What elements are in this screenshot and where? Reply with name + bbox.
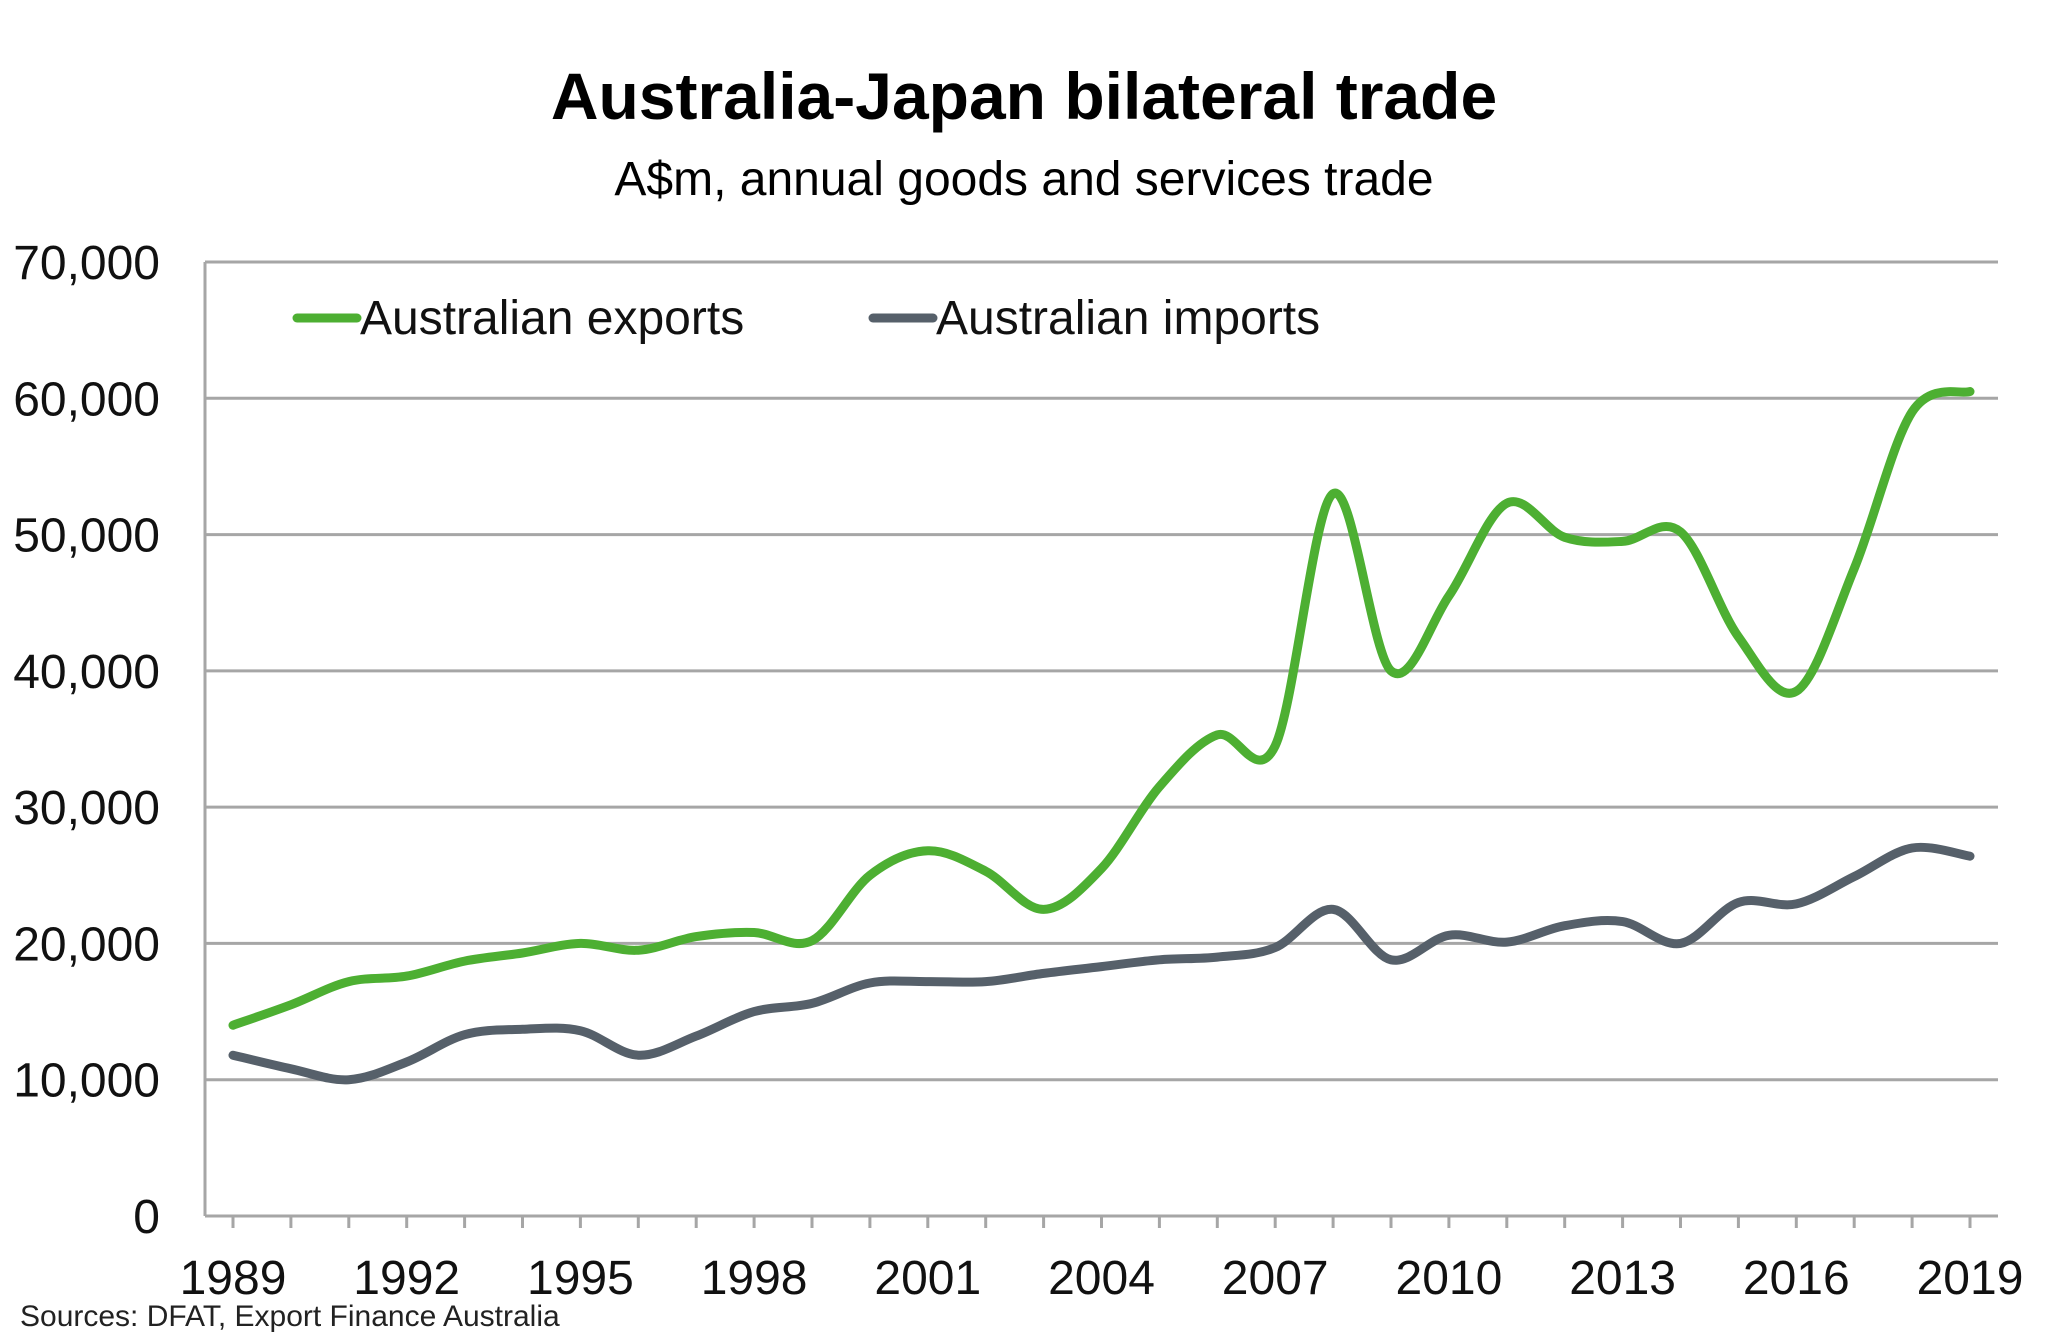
gridlines bbox=[205, 260, 1998, 1082]
x-tick-label: 2007 bbox=[1222, 1252, 1329, 1305]
series-lines bbox=[228, 387, 1975, 1085]
chart-subtitle: A$m, annual goods and services trade bbox=[614, 153, 1434, 206]
x-tick-label: 2016 bbox=[1743, 1252, 1850, 1305]
x-tick-label: 1992 bbox=[353, 1252, 460, 1305]
x-tick-label: 2004 bbox=[1048, 1252, 1155, 1305]
y-tick-label: 30,000 bbox=[13, 782, 160, 835]
y-tick-label: 10,000 bbox=[13, 1055, 160, 1108]
chart-title: Australia-Japan bilateral trade bbox=[550, 59, 1498, 133]
y-tick-label: 40,000 bbox=[13, 646, 160, 699]
x-tick-label: 1989 bbox=[180, 1252, 287, 1305]
legend-label-imports: Australian imports bbox=[936, 292, 1320, 345]
y-tick-label: 20,000 bbox=[13, 918, 160, 971]
axes: 0 10,000 20,000 30,000 40,000 50,000 60,000 70,… bbox=[13, 237, 2023, 1305]
series-line-exports bbox=[228, 387, 1975, 1030]
y-tick-label: 60,000 bbox=[13, 373, 160, 426]
x-tick-label: 2019 bbox=[1917, 1252, 2024, 1305]
legend: Australian exports Australian imports bbox=[292, 292, 1320, 345]
x-tick-label: 1995 bbox=[527, 1252, 634, 1305]
x-tick-label: 2001 bbox=[874, 1252, 981, 1305]
x-tick-label: 2013 bbox=[1569, 1252, 1676, 1305]
y-tick-label: 50,000 bbox=[13, 510, 160, 563]
x-tick-label: 1998 bbox=[701, 1252, 808, 1305]
y-tick-label: 70,000 bbox=[13, 237, 160, 290]
chart-source-note: Sources: DFAT, Export Finance Australia bbox=[20, 1300, 560, 1333]
y-tick-label: 0 bbox=[133, 1191, 160, 1244]
x-tick-label: 2010 bbox=[1396, 1252, 1503, 1305]
legend-label-exports: Australian exports bbox=[360, 292, 744, 345]
series-line-imports bbox=[228, 842, 1975, 1085]
